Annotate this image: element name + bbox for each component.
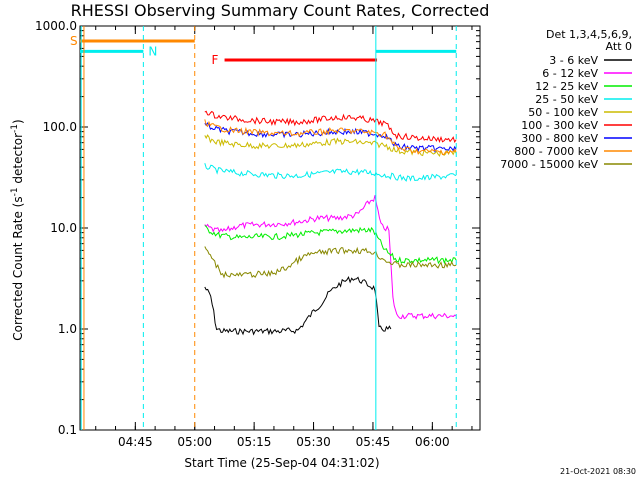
axis-frame: 0.1 1.0 10.0 100.0 1000.0 04:45 05:00 05:15 05:3… [35,19,481,449]
footer-timestamp: 21-Oct-2021 08:30 [560,467,636,476]
x-tick-label: 05:15 [237,435,272,449]
legend-header: Det 1,3,4,5,6,9, [546,28,632,41]
x-tick-label: 06:00 [415,435,450,449]
legend-label: 7000 - 15000 keV [500,158,598,171]
series-line-7 [204,119,457,156]
s-marker-label: S [70,34,78,48]
legend-label: 6 - 12 keV [542,67,598,80]
legend-header: Att 0 [606,40,632,53]
x-tick-label: 05:00 [177,435,212,449]
x-axis-label: Start Time (25-Sep-04 04:31:02) [184,456,379,470]
series-line-1 [204,195,457,320]
x-tick-label: 05:45 [356,435,391,449]
series-line-2 [204,225,457,265]
series-line-5 [204,110,457,144]
legend-label: 300 - 800 keV [521,132,598,145]
legend-label: 50 - 100 keV [528,106,598,119]
chart-title: RHESSI Observing Summary Count Rates, Co… [71,1,490,20]
marker-layer: S N F [70,26,457,430]
series-layer [204,110,457,336]
legend-label: 25 - 50 keV [535,93,598,106]
y-axis-label: Corrected Count Rate (s-1 detector-1) [10,119,25,340]
series-line-8 [204,246,457,279]
legend-label: 12 - 25 keV [535,80,598,93]
legend-label: 100 - 300 keV [521,119,598,132]
y-tick-label: 1.0 [58,322,77,336]
legend-label: 3 - 6 keV [549,54,598,67]
y-tick-label: 100.0 [43,120,77,134]
y-tick-label: 1000.0 [35,19,77,33]
legend-label: 800 - 7000 keV [514,145,598,158]
n-marker-label: N [148,44,157,58]
series-line-3 [204,163,457,182]
x-tick-label: 04:45 [118,435,153,449]
series-line-0 [204,275,392,336]
series-line-6 [204,122,457,153]
series-line-4 [204,134,457,157]
y-tick-label: 10.0 [50,221,77,235]
f-marker-label: F [212,53,219,67]
y-tick-label: 0.1 [58,423,77,437]
x-tick-label: 05:30 [296,435,331,449]
